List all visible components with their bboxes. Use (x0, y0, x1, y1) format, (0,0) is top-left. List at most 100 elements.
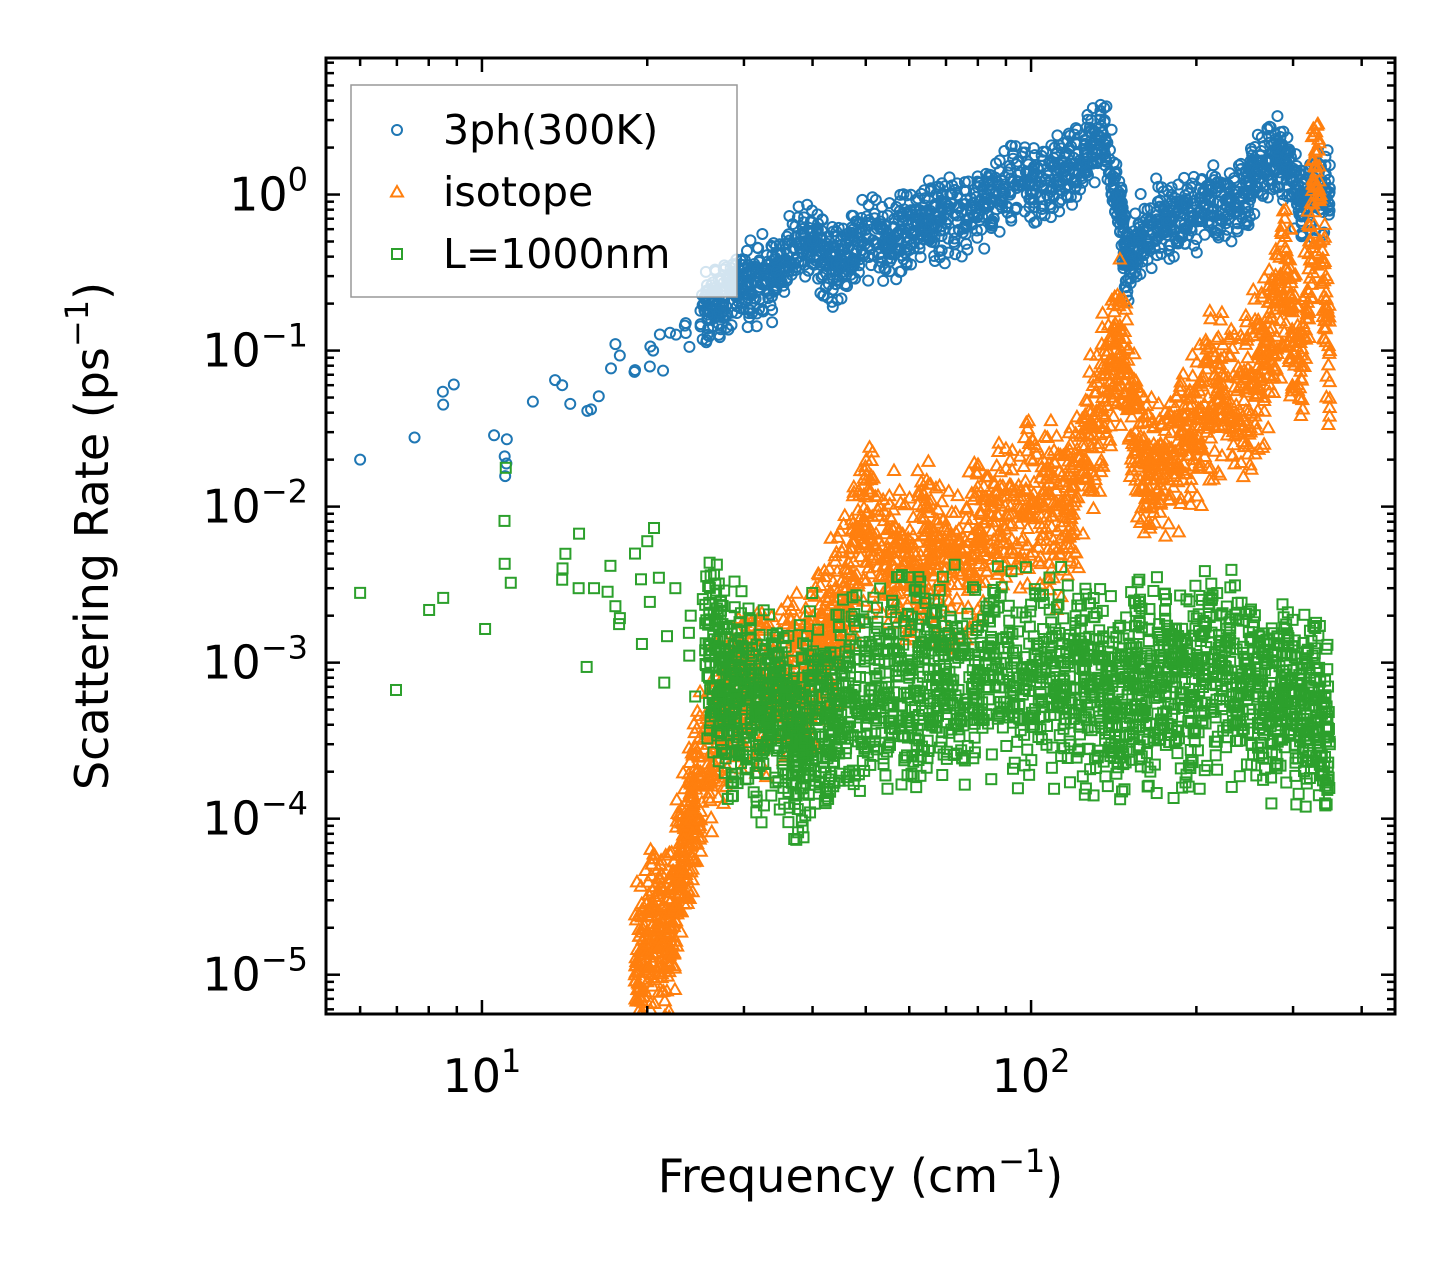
data-point (773, 601, 790, 616)
data-point (969, 484, 985, 499)
data-point (884, 519, 900, 534)
data-point (605, 362, 618, 375)
data-point (1293, 407, 1309, 422)
data-point (628, 972, 644, 987)
data-point (1320, 356, 1337, 371)
data-point (423, 603, 436, 616)
data-point (630, 1028, 642, 1039)
data-point (629, 873, 645, 888)
data-point (862, 250, 875, 263)
data-point (498, 450, 511, 463)
data-point (1103, 153, 1116, 166)
data-point (644, 340, 657, 353)
data-point (354, 453, 367, 466)
data-point (715, 795, 732, 809)
data-point (969, 466, 985, 480)
data-point (634, 1044, 646, 1055)
data-point (632, 1003, 645, 1014)
data-point (897, 496, 913, 511)
data-point (1183, 215, 1196, 228)
data-point (1083, 121, 1096, 134)
data-point (948, 225, 961, 238)
data-point (1117, 214, 1130, 227)
data-point (951, 521, 967, 535)
data-point (1109, 190, 1122, 203)
data-point (1068, 157, 1081, 170)
data-point (881, 209, 894, 222)
data-point (913, 473, 930, 488)
data-point (686, 715, 702, 730)
data-point (910, 193, 923, 206)
data-point (788, 585, 805, 599)
data-point (973, 177, 986, 190)
data-point (986, 215, 999, 228)
data-point (669, 791, 685, 806)
data-point (900, 189, 913, 202)
data-point (990, 157, 1003, 170)
data-point (845, 553, 862, 568)
data-point (658, 676, 671, 689)
data-point (885, 501, 902, 516)
data-point (1264, 121, 1277, 134)
data-point (923, 230, 936, 243)
data-point (640, 886, 657, 900)
data-point (701, 775, 717, 789)
data-point (862, 274, 875, 287)
data-point (905, 527, 921, 541)
data-point (905, 258, 918, 271)
data-point (877, 274, 890, 287)
data-point (646, 995, 663, 1010)
data-point (488, 429, 501, 442)
data-point (871, 222, 884, 235)
data-point (1016, 176, 1029, 189)
data-point (1266, 183, 1279, 196)
data-point (756, 261, 769, 274)
data-point (780, 594, 796, 608)
data-point (1172, 234, 1185, 247)
data-point (955, 250, 968, 263)
data-point (769, 282, 782, 295)
data-point (746, 307, 759, 320)
data-point (1115, 212, 1128, 225)
data-point (1091, 157, 1104, 170)
data-point (744, 234, 757, 247)
data-point (1094, 98, 1107, 111)
data-point (782, 609, 799, 624)
data-point (1182, 187, 1195, 200)
data-point (498, 557, 511, 570)
data-point (653, 936, 670, 950)
data-point (1063, 148, 1076, 161)
data-point (827, 249, 840, 262)
data-point (1163, 252, 1176, 265)
data-point (1084, 135, 1097, 148)
data-point (1160, 515, 1177, 530)
data-point (934, 493, 950, 508)
data-point (713, 331, 726, 344)
data-point (946, 188, 959, 201)
data-point (1223, 181, 1236, 194)
data-point (1142, 224, 1155, 237)
data-point (657, 364, 670, 377)
data-point (841, 280, 854, 293)
data-point (881, 521, 897, 536)
data-point (882, 531, 899, 545)
data-point (816, 562, 833, 577)
data-point (1101, 136, 1114, 149)
data-point (831, 589, 847, 604)
data-point (973, 505, 990, 519)
data-point (940, 483, 957, 497)
data-point (900, 258, 913, 271)
data-point (674, 863, 690, 878)
data-point (669, 582, 682, 595)
data-point (845, 576, 862, 590)
data-point (814, 631, 830, 645)
data-point (1100, 100, 1113, 113)
data-point (1178, 208, 1191, 221)
data-point (978, 242, 991, 255)
data-point (663, 844, 680, 858)
data-point (870, 558, 886, 573)
data-point (928, 231, 941, 244)
data-point (628, 911, 644, 926)
data-point (601, 585, 614, 598)
data-point (1070, 176, 1083, 189)
